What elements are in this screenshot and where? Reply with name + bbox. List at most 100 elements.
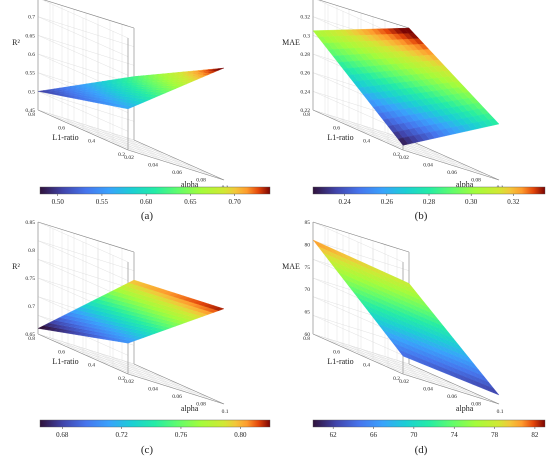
colorbar (39, 186, 271, 195)
axis-edge (408, 363, 500, 405)
floor-grid-line (82, 129, 180, 161)
x-tick-label: 0.02 (124, 155, 134, 161)
floor-grid-line (372, 360, 470, 391)
x-axis-label: alpha (456, 404, 474, 413)
wall-grid-line (37, 259, 135, 290)
floor-grid-line (52, 116, 150, 147)
z-tick-label: 65 (305, 310, 311, 316)
colorbar-tick-label: 0.80 (234, 431, 247, 439)
axis-edge (312, 333, 404, 375)
x-tick-label: 0.06 (172, 394, 182, 400)
floor-grid-line (112, 367, 210, 398)
z-tick-label: 75 (305, 265, 311, 271)
z-tick-label: 0.85 (25, 220, 35, 226)
axis-edge (127, 149, 225, 181)
panel-label: (b) (415, 210, 428, 222)
colorbar-tick-label: 0.50 (52, 198, 65, 206)
y-tick-label: 0.6 (333, 125, 340, 131)
colorbar-tick-label: 0.72 (115, 431, 128, 439)
y-tick-label: 0.2 (393, 152, 400, 158)
x-tick-label: 0.04 (148, 163, 158, 169)
colorbar-tick-label: 74 (451, 431, 459, 439)
x-tick-label: 0.02 (399, 155, 409, 161)
axis-edge (402, 373, 500, 405)
z-tick-label: 0.65 (25, 332, 35, 338)
wall-grid-line (37, 109, 135, 141)
x-tick-label: 0.1 (497, 409, 504, 415)
y-tick-label: 0.4 (363, 363, 370, 369)
z-tick-label: 80 (305, 242, 311, 248)
floor-grid-line (82, 353, 180, 385)
panel-label: (d) (415, 444, 428, 456)
x-tick-label: 0.08 (471, 178, 481, 184)
y-tick-label: 0.8 (303, 112, 310, 118)
z-tick-label: 0.55 (25, 71, 35, 77)
colorbar-tick-label: 0.65 (184, 198, 197, 206)
colorbar-tick-label: 82 (531, 431, 539, 439)
surface (37, 279, 225, 344)
y-axis-label: L1-ratio (52, 357, 78, 366)
colorbar-tick-label: 0.28 (423, 198, 436, 206)
colorbar-tick-label: 0.24 (339, 198, 352, 206)
x-tick-label: 0.04 (423, 387, 433, 393)
z-tick-label: 0.5 (28, 89, 35, 95)
z-tick-label: 0.26 (300, 71, 310, 77)
panel-a: 0.020.040.060.080.10.20.40.60.80.450.50.… (12, 0, 271, 222)
wall-grid-line (37, 333, 135, 365)
axis-edge (402, 149, 500, 181)
colorbar-tick-label: 0.32 (507, 198, 520, 206)
x-tick-label: 0.08 (196, 178, 206, 184)
z-axis-label: MAE (282, 262, 300, 271)
floor-grid-line (97, 360, 195, 391)
z-tick-label: 0.32 (300, 15, 310, 21)
floor-grid-line (387, 367, 485, 398)
z-tick-label: 85 (305, 220, 311, 226)
axis-edge (133, 363, 225, 405)
floor-grid-line (67, 123, 165, 154)
wall-grid-line (37, 35, 135, 66)
colorbar-tick-label: 78 (491, 431, 499, 439)
y-tick-label: 0.4 (88, 363, 95, 369)
colorbar (39, 419, 271, 428)
colorbar (312, 186, 546, 195)
y-tick-label: 0.6 (58, 125, 65, 131)
panel-c: 0.020.040.060.080.10.20.40.60.80.650.70.… (12, 220, 271, 456)
floor-grid-line (342, 347, 440, 378)
wall-grid-line (37, 91, 129, 132)
x-tick-label: 0.1 (222, 409, 229, 415)
surface-patch (213, 67, 225, 71)
axis-edge (37, 221, 135, 253)
z-tick-label: 0.75 (25, 276, 35, 282)
axis-edge (133, 139, 225, 181)
floor-grid-line (357, 129, 455, 161)
floor-grid-line (357, 353, 455, 385)
y-axis-label: L1-ratio (327, 133, 353, 142)
y-tick-label: 0.2 (118, 152, 125, 158)
panel-b: 0.020.040.060.080.10.20.40.60.80.220.240… (282, 0, 546, 222)
floor-grid-line (112, 143, 210, 174)
axis-edge (318, 0, 410, 29)
axis-edge (43, 0, 135, 29)
colorbar-tick-label: 0.60 (140, 198, 153, 206)
colorbar-tick-label: 0.55 (96, 198, 109, 206)
wall-grid-line (37, 240, 129, 281)
z-axis-label: R² (12, 38, 20, 47)
x-tick-label: 0.06 (172, 170, 182, 176)
colorbar-tick-label: 70 (410, 431, 418, 439)
y-tick-label: 0.4 (363, 139, 370, 145)
x-tick-label: 0.08 (196, 402, 206, 408)
colorbar-tick-label: 0.68 (56, 431, 69, 439)
y-tick-label: 0.6 (58, 349, 65, 355)
z-tick-label: 0.3 (303, 33, 310, 39)
y-tick-label: 0.8 (303, 336, 310, 342)
z-tick-label: 0.7 (28, 304, 35, 310)
y-axis-label: L1-ratio (327, 357, 353, 366)
z-tick-label: 0.7 (28, 15, 35, 21)
x-tick-label: 0.04 (423, 163, 433, 169)
wall-grid-line (312, 109, 410, 141)
z-tick-label: 70 (305, 287, 311, 293)
z-axis-label: R² (12, 262, 20, 271)
y-tick-label: 0.2 (393, 376, 400, 382)
colorbar-tick-label: 66 (370, 431, 378, 439)
